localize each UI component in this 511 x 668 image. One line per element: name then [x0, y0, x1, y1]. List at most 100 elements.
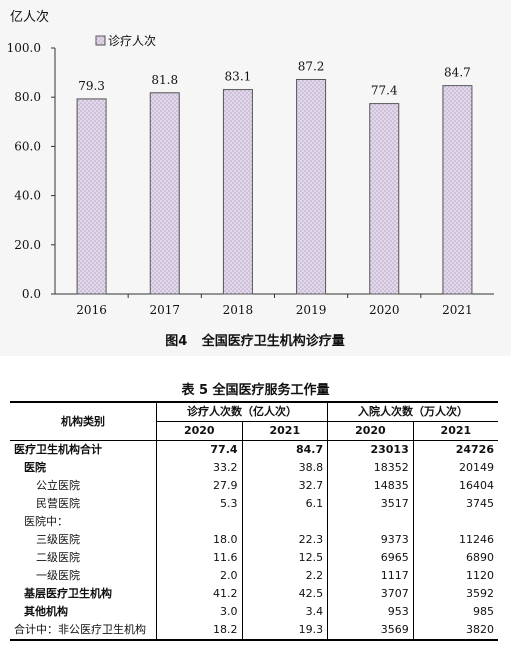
cell: 3569	[327, 621, 414, 641]
y-tick-label: 20.0	[14, 238, 41, 252]
cell: 11.6	[156, 549, 243, 567]
cell: 953	[327, 603, 414, 621]
row-label: 医疗卫生机构合计	[14, 443, 102, 456]
legend-swatch	[95, 35, 106, 46]
cell: 41.2	[156, 585, 243, 603]
cell: 3.0	[156, 603, 243, 621]
cell: 18352	[327, 459, 414, 477]
y-tick-label: 40.0	[14, 189, 41, 203]
col-header-category: 机构类别	[10, 401, 157, 441]
cell: 3517	[327, 495, 414, 513]
cell: 20149	[412, 459, 498, 477]
caption-prefix: 图4	[165, 334, 187, 349]
cell: 24726	[412, 440, 498, 459]
cell: 3820	[412, 621, 498, 641]
cell: 5.3	[156, 495, 243, 513]
table-row: 公立医院 27.9 32.7 14835 16404	[10, 477, 498, 495]
chart-caption: 图4 全国医疗卫生机构诊疗量	[165, 333, 345, 349]
cell: 32.7	[241, 477, 328, 495]
cell: 2.0	[156, 567, 243, 585]
cell: 27.9	[156, 477, 243, 495]
year-header: 2020	[327, 421, 414, 441]
cell	[412, 513, 498, 531]
row-label: 医院	[24, 461, 46, 474]
row-label: 公立医院	[36, 479, 80, 492]
chart-panel: 亿人次 0.0 20.0 40.0 60.0 80.0 100.0 79.3 2016 81.…	[6, 9, 494, 349]
cell: 9373	[327, 531, 414, 549]
y-tick-label: 60.0	[14, 139, 41, 153]
cell: 23013	[327, 440, 414, 459]
data-label: 79.3	[78, 79, 105, 93]
cell: 1117	[327, 567, 414, 585]
year-header: 2020	[156, 421, 243, 441]
cell	[327, 513, 414, 531]
table-row: 医疗卫生机构合计 77.4 84.7 23013 24726	[10, 440, 498, 459]
bar	[222, 89, 253, 295]
bar	[76, 98, 107, 295]
cell: 84.7	[241, 440, 328, 459]
year-header: 2021	[241, 421, 328, 441]
table-row: 其他机构 3.0 3.4 953 985	[10, 603, 498, 621]
cell	[241, 513, 328, 531]
bar	[369, 103, 400, 295]
group-header-admissions: 入院人次数（万人次）	[327, 401, 498, 422]
legend-label: 诊疗人次	[108, 34, 156, 48]
x-tick-label: 2016	[76, 303, 107, 317]
bar	[149, 92, 180, 295]
data-label: 84.7	[444, 66, 471, 80]
x-tick-label: 2019	[296, 303, 327, 317]
caption-title: 全国医疗卫生机构诊疗量	[201, 333, 345, 349]
y-tick-label: 0.0	[22, 287, 41, 301]
cell: 12.5	[241, 549, 328, 567]
cell: 6.1	[241, 495, 328, 513]
chart-legend: 诊疗人次	[95, 34, 156, 48]
row-label: 基层医疗卫生机构	[24, 587, 112, 600]
cell: 6965	[327, 549, 414, 567]
cell: 3592	[412, 585, 498, 603]
table-row: 民营医院 5.3 6.1 3517 3745	[10, 495, 498, 513]
bar	[442, 85, 473, 295]
table-row: 基层医疗卫生机构 41.2 42.5 3707 3592	[10, 585, 498, 603]
cell: 6890	[412, 549, 498, 567]
data-label: 77.4	[371, 84, 398, 98]
table-row: 医院 33.2 38.8 18352 20149	[10, 459, 498, 477]
table-row: 三级医院 18.0 22.3 9373 11246	[10, 531, 498, 549]
cell: 38.8	[241, 459, 328, 477]
y-unit-label: 亿人次	[10, 9, 49, 25]
y-tick-label: 100.0	[7, 41, 41, 55]
y-tick-label: 80.0	[14, 90, 41, 104]
bar	[296, 78, 327, 295]
x-tick-label: 2020	[369, 303, 400, 317]
stats-table: 机构类别 诊疗人次数（亿人次） 入院人次数（万人次） 2020 2021 202…	[10, 401, 498, 641]
cell: 22.3	[241, 531, 328, 549]
data-label: 87.2	[298, 59, 325, 73]
row-label: 三级医院	[36, 533, 80, 546]
cell: 3707	[327, 585, 414, 603]
cell: 18.0	[156, 531, 243, 549]
cell: 16404	[412, 477, 498, 495]
cell: 14835	[327, 477, 414, 495]
table-row: 二级医院 11.6 12.5 6965 6890	[10, 549, 498, 567]
row-label: 一级医院	[36, 569, 80, 582]
cell: 77.4	[156, 440, 243, 459]
row-label: 医院中：	[24, 515, 68, 528]
cell: 3745	[412, 495, 498, 513]
x-tick-label: 2018	[223, 303, 254, 317]
table-panel: 表 5 全国医疗服务工作量 机构类别 诊疗人次数（亿人次） 入院人次数（万人次）…	[0, 375, 511, 668]
data-label: 83.1	[225, 70, 252, 84]
cell: 985	[412, 603, 498, 621]
cell: 33.2	[156, 459, 243, 477]
row-label: 民营医院	[36, 497, 80, 510]
cell: 1120	[412, 567, 498, 585]
cell: 3.4	[241, 603, 328, 621]
x-tick-label: 2021	[442, 303, 473, 317]
cell: 19.3	[241, 621, 328, 641]
cell	[156, 513, 243, 531]
row-label: 其他机构	[24, 605, 68, 618]
bar-chart: 亿人次 0.0 20.0 40.0 60.0 80.0 100.0 79.3 2016 81.…	[7, 9, 494, 349]
year-header: 2021	[412, 421, 498, 441]
table-row: 一级医院 2.0 2.2 1117 1120	[10, 567, 498, 585]
data-label: 81.8	[151, 73, 178, 87]
row-label: 合计中：非公医疗卫生机构	[10, 621, 157, 641]
cell: 18.2	[156, 621, 243, 641]
